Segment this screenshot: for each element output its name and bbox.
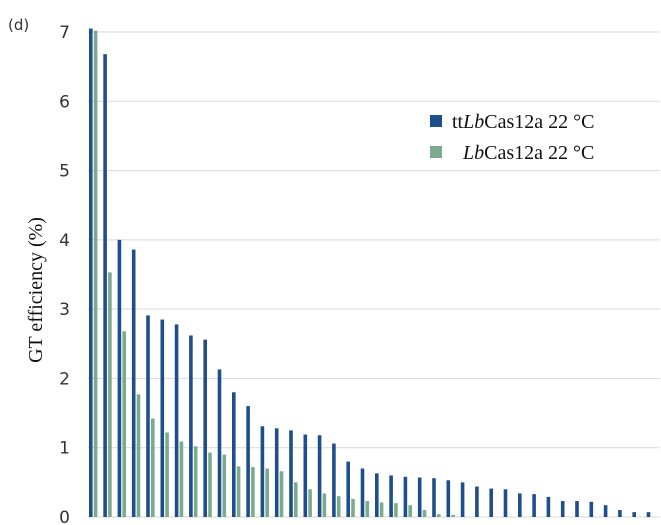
- bar-series-1-11: [251, 467, 255, 517]
- bar-series-0-7: [189, 335, 193, 517]
- y-tick-label: 4: [59, 231, 70, 251]
- bar-series-0-4: [146, 315, 150, 517]
- legend-entry-lbcas12a-italic: Lb: [462, 142, 484, 164]
- bar-series-0-35: [589, 501, 594, 517]
- bar-series-0-39: [646, 512, 651, 517]
- bar-series-0-37: [618, 510, 622, 517]
- bar-series-1-12: [265, 468, 269, 517]
- bar-series-0-24: [432, 478, 436, 517]
- bar-series-0-8: [203, 339, 207, 517]
- bar-series-1-18: [351, 498, 355, 517]
- bar-series-0-21: [389, 475, 393, 517]
- bar-series-0-20: [375, 473, 379, 517]
- bar-series-0-25: [446, 480, 451, 517]
- y-tick-label: 0: [59, 508, 70, 525]
- bar-series-1-25: [451, 514, 455, 517]
- bar-series-0-33: [560, 501, 565, 517]
- legend-entry-lbcas12a-rest: Cas12a 22 °C: [484, 142, 594, 164]
- y-tick-label: 3: [59, 300, 70, 320]
- legend-entry-ttlbcas12a-rest: Cas12a 22 °C: [484, 111, 594, 133]
- bar-series-1-6: [179, 441, 184, 517]
- bar-series-0-2: [117, 239, 122, 518]
- bar-series-1-13: [279, 471, 284, 517]
- bar-series-1-17: [336, 496, 341, 517]
- bar-series-1-19: [365, 501, 370, 517]
- bar-series-0-5: [160, 319, 165, 517]
- y-tick-label: 7: [59, 23, 70, 43]
- bar-series-0-32: [546, 496, 551, 517]
- bar-series-1-22: [408, 505, 412, 517]
- legend-entry-ttlbcas12a: ttLbCas12a 22 °C: [452, 111, 594, 133]
- bar-series-0-12: [260, 426, 265, 517]
- bar-series-0-15: [303, 434, 308, 517]
- bar-series-0-1: [103, 54, 107, 518]
- bar-series-0-36: [603, 505, 608, 517]
- bar-series-0-14: [289, 430, 293, 517]
- bar-series-0-26: [460, 482, 465, 517]
- gridlines: [88, 31, 660, 518]
- legend: ttLbCas12a 22 °C LbCas12a 22 °C: [430, 111, 594, 164]
- bar-series-0-16: [317, 435, 322, 517]
- bar-series-1-2: [122, 331, 126, 517]
- legend-swatch-ttlbcas12a: [430, 115, 442, 127]
- legend-entry-lbcas12a: LbCas12a 22 °C: [462, 142, 594, 164]
- legend-entry-ttlbcas12a-italic: Lb: [462, 111, 484, 133]
- bar-series-0-38: [632, 512, 636, 517]
- bars: [89, 28, 651, 518]
- legend-entry-ttlbcas12a-prefix: tt: [452, 111, 464, 133]
- bar-series-1-7: [193, 446, 198, 517]
- bar-series-1-23: [422, 510, 427, 517]
- bar-series-1-15: [308, 489, 312, 517]
- bar-series-1-24: [437, 514, 441, 517]
- y-tick-label: 5: [59, 162, 70, 182]
- bar-series-0-28: [489, 488, 493, 517]
- y-tick-label: 6: [59, 92, 70, 112]
- bar-series-1-16: [322, 493, 327, 517]
- bar-series-0-30: [518, 493, 522, 517]
- bar-series-0-18: [346, 461, 350, 517]
- bar-series-1-20: [379, 502, 384, 517]
- bar-series-1-9: [222, 454, 227, 517]
- bar-series-0-9: [217, 369, 222, 517]
- bar-series-1-10: [236, 466, 241, 517]
- bar-series-0-13: [274, 428, 279, 517]
- bar-series-0-10: [232, 392, 236, 517]
- bar-series-0-22: [403, 476, 408, 517]
- bar-series-0-29: [503, 489, 508, 517]
- bar-series-0-27: [475, 486, 479, 517]
- bar-series-1-1: [108, 272, 112, 517]
- bar-series-1-5: [165, 432, 169, 517]
- bar-series-0-23: [417, 477, 422, 517]
- bar-series-1-14: [294, 482, 298, 517]
- bar-series-0-31: [532, 494, 536, 517]
- bar-series-0-11: [246, 406, 250, 517]
- bar-series-0-19: [360, 468, 365, 517]
- bar-series-1-0: [93, 30, 98, 518]
- bar-series-0-34: [575, 501, 579, 517]
- bar-series-0-3: [131, 249, 136, 517]
- bar-series-1-4: [151, 418, 155, 517]
- y-tick-label: 2: [59, 369, 70, 389]
- y-axis-label: GT efficiency (%): [25, 217, 47, 363]
- bar-series-1-8: [208, 452, 212, 517]
- y-tick-label: 1: [59, 439, 70, 459]
- bar-series-1-3: [136, 394, 141, 517]
- y-tick-labels: 0 1 2 3 4 5 6 7: [59, 23, 70, 525]
- panel-label: (d): [8, 16, 29, 34]
- legend-swatch-lbcas12a: [430, 146, 442, 158]
- bar-series-0-17: [332, 443, 336, 517]
- bar-series-1-21: [394, 503, 398, 517]
- bar-series-0-6: [174, 324, 179, 517]
- bar-series-0-0: [89, 28, 93, 517]
